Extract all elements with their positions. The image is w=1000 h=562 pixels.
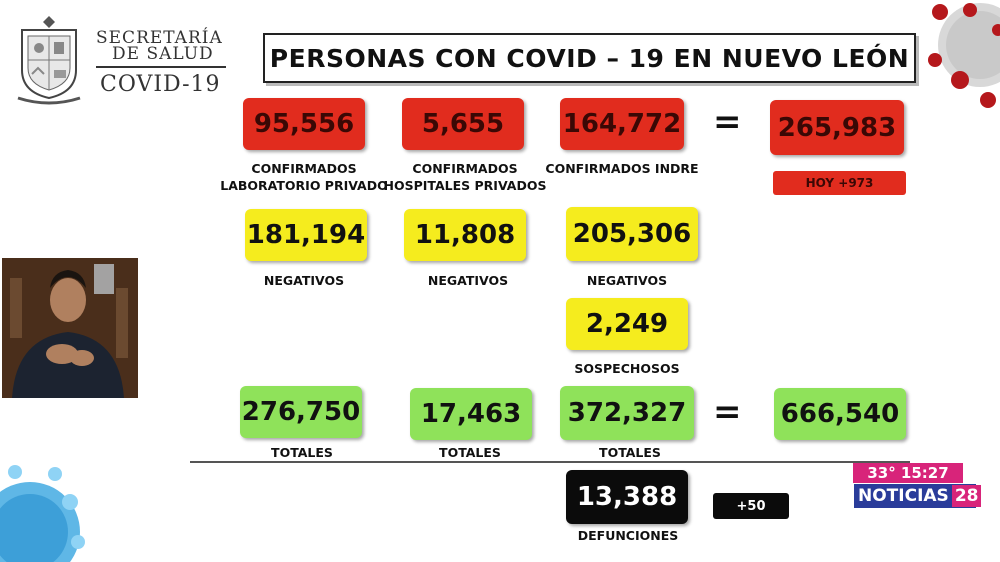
negatives-hosp-privados-label: NEGATIVOS — [427, 273, 509, 288]
confirmed-lab-privado-label: CONFIRMADOS LABORATORIO PRIVADO — [214, 160, 394, 194]
suspects-value: 2,249 — [566, 298, 688, 350]
dept-name-line2: DE SALUD — [112, 44, 214, 64]
channel-number: 28 — [951, 485, 982, 507]
totals-hosp-privados-label: TOTALES — [439, 445, 501, 460]
temperature-time: 33° 15:27 — [853, 463, 963, 483]
channel-bug: 33° 15:27 NOTICIAS 28 — [853, 463, 982, 509]
dept-divider — [96, 66, 226, 68]
deaths-value: 13,388 — [566, 470, 688, 524]
confirmed-today-badge: HOY +973 — [773, 171, 906, 195]
totals-grand-value: 666,540 — [774, 388, 906, 440]
confirmed-hosp-privados-label: CONFIRMADOS HOSPITALES PRIVADOS — [375, 160, 555, 194]
confirmed-hosp-privados-label-line1: CONFIRMADOS — [412, 161, 518, 176]
dept-covid-label: COVID-19 — [100, 72, 221, 97]
sign-language-interpreter-inset — [2, 258, 138, 398]
totals-indre-label: TOTALES — [599, 445, 661, 460]
negatives-indre-label: NEGATIVOS — [586, 273, 668, 288]
totals-indre-value: 372,327 — [560, 386, 694, 440]
virus-image-top-right — [928, 3, 1000, 108]
virus-image-bottom-left — [0, 465, 85, 562]
confirmed-hosp-privados-label-line2: HOSPITALES PRIVADOS — [383, 178, 547, 193]
page-title: PERSONAS CON COVID – 19 EN NUEVO LEÓN — [263, 33, 916, 83]
totals-hosp-privados-value: 17,463 — [410, 388, 532, 440]
state-seal-icon — [17, 16, 81, 105]
confirmed-lab-privado-label-line1: CONFIRMADOS — [251, 161, 357, 176]
confirmed-total-value: 265,983 — [770, 100, 904, 155]
section-divider — [190, 461, 910, 463]
negatives-lab-privado-value: 181,194 — [245, 209, 367, 261]
channel-logo: NOTICIAS 28 — [853, 483, 982, 509]
equals-sign-totals: = — [713, 392, 742, 432]
confirmed-indre-value: 164,772 — [560, 98, 684, 150]
totals-lab-privado-value: 276,750 — [240, 386, 362, 438]
channel-name: NOTICIAS — [858, 486, 949, 506]
dept-name-line1: SECRETARÍA — [96, 28, 223, 48]
confirmed-hosp-privados-value: 5,655 — [402, 98, 524, 150]
totals-lab-privado-label: TOTALES — [271, 445, 333, 460]
interpreter-image — [2, 258, 138, 398]
confirmed-lab-privado-value: 95,556 — [243, 98, 365, 150]
deaths-label: DEFUNCIONES — [577, 528, 679, 543]
deaths-today-badge: +50 — [713, 493, 789, 519]
confirmed-lab-privado-label-line2: LABORATORIO PRIVADO — [220, 178, 388, 193]
negatives-hosp-privados-value: 11,808 — [404, 209, 526, 261]
suspects-label: SOSPECHOSOS — [574, 361, 680, 376]
equals-sign-confirmed: = — [713, 102, 742, 142]
confirmed-indre-label: CONFIRMADOS INDRE — [545, 161, 699, 176]
negatives-indre-value: 205,306 — [566, 207, 698, 261]
negatives-lab-privado-label: NEGATIVOS — [263, 273, 345, 288]
